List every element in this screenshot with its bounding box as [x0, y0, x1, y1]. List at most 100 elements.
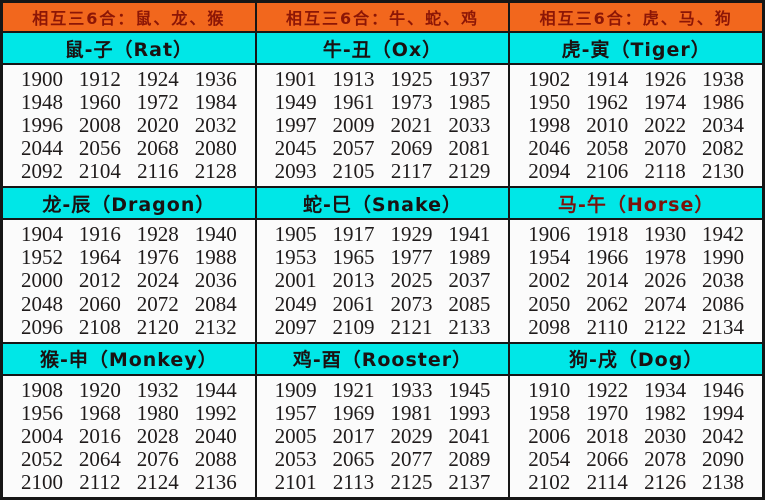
- year-value: 2013: [332, 268, 375, 293]
- combo-header-tiger-horse-dog: 相互三6合：虎、马、狗: [510, 3, 763, 31]
- zodiac-title-dog: 狗-戌（Dog）: [569, 349, 704, 372]
- year-value: 2080: [194, 136, 237, 161]
- year-value: 1910: [528, 377, 571, 402]
- year-value: 1908: [20, 377, 63, 402]
- year-value: 1918: [586, 222, 629, 247]
- year-value: 1913: [332, 67, 375, 92]
- year-grid-snake: 1905 1917 1929 1941 1953 1965 1977 1989 2001 2013…: [256, 220, 511, 342]
- year-value: 2117: [390, 159, 433, 184]
- year-value: 1957: [274, 400, 317, 425]
- year-value: 2136: [194, 469, 237, 494]
- year-value: 2130: [702, 159, 745, 184]
- year-value: 2052: [20, 446, 63, 471]
- year-value: 1920: [78, 377, 121, 402]
- zodiac-header-row-3: 猴-申（Monkey） 鸡-酉（Rooster） 狗-戌（Dog）: [3, 343, 763, 376]
- year-value: 1966: [586, 245, 629, 270]
- year-value: 2125: [390, 469, 433, 494]
- year-value: 2076: [136, 446, 179, 471]
- year-value: 2072: [136, 291, 179, 316]
- years-row-1: 1900 1912 1924 1936 1948 1960 1972 1984 1996 2008…: [3, 65, 763, 189]
- year-value: 1944: [194, 377, 237, 402]
- year-value: 2010: [586, 113, 629, 138]
- year-value: 2060: [78, 291, 121, 316]
- year-value: 1929: [390, 222, 433, 247]
- year-grid-tiger: 1902 1914 1926 1938 1950 1962 1974 1986 1998 2010…: [510, 65, 763, 187]
- year-value: 2098: [528, 314, 571, 339]
- year-grid-dragon: 1904 1916 1928 1940 1952 1964 1976 1988 2000 2012…: [3, 220, 257, 342]
- year-value: 1958: [528, 400, 571, 425]
- year-value: 1902: [528, 67, 571, 92]
- year-value: 1925: [390, 67, 433, 92]
- year-value: 1946: [702, 377, 745, 402]
- year-value: 1916: [78, 222, 121, 247]
- year-value: 1914: [586, 67, 629, 92]
- year-value: 2114: [586, 469, 628, 494]
- year-value: 2064: [78, 446, 121, 471]
- zodiac-title-dragon: 龙-辰（Dragon）: [42, 193, 216, 216]
- year-value: 2058: [586, 136, 629, 161]
- year-value: 2042: [702, 423, 745, 448]
- year-value: 2005: [274, 423, 317, 448]
- year-grid-rat: 1900 1912 1924 1936 1948 1960 1972 1984 1996 2008…: [3, 65, 257, 187]
- year-value: 2073: [390, 291, 433, 316]
- year-value: 1954: [528, 245, 571, 270]
- year-value: 2122: [644, 314, 687, 339]
- year-value: 1968: [78, 400, 121, 425]
- year-value: 2020: [136, 113, 179, 138]
- year-value: 2094: [528, 159, 571, 184]
- year-value: 2065: [332, 446, 375, 471]
- year-value: 2120: [136, 314, 179, 339]
- year-value: 2049: [274, 291, 317, 316]
- year-value: 2078: [644, 446, 687, 471]
- combo-header-label: 相互三6合：虎、马、狗: [539, 9, 733, 28]
- year-value: 1933: [390, 377, 433, 402]
- year-value: 2016: [78, 423, 121, 448]
- year-value: 2054: [528, 446, 571, 471]
- year-value: 2124: [136, 469, 179, 494]
- year-value: 2034: [702, 113, 745, 138]
- year-value: 2128: [194, 159, 237, 184]
- year-value: 1984: [194, 90, 237, 115]
- year-value: 2001: [274, 268, 317, 293]
- year-value: 2138: [702, 469, 745, 494]
- year-value: 2014: [586, 268, 629, 293]
- year-grid-ox: 1901 1913 1925 1937 1949 1961 1973 1985 1997 2009…: [256, 65, 511, 187]
- year-value: 2129: [448, 159, 491, 184]
- year-value: 1990: [702, 245, 745, 270]
- year-value: 1981: [390, 400, 433, 425]
- year-value: 2062: [586, 291, 629, 316]
- year-value: 1985: [448, 90, 491, 115]
- year-value: 1969: [332, 400, 375, 425]
- year-value: 1972: [136, 90, 179, 115]
- year-value: 2118: [644, 159, 686, 184]
- year-value: 2074: [644, 291, 687, 316]
- year-value: 2008: [78, 113, 121, 138]
- year-value: 2056: [78, 136, 121, 161]
- year-value: 1936: [194, 67, 237, 92]
- year-value: 2018: [586, 423, 629, 448]
- year-value: 1997: [274, 113, 317, 138]
- year-value: 1930: [644, 222, 687, 247]
- year-value: 2029: [390, 423, 433, 448]
- year-value: 2048: [20, 291, 63, 316]
- year-value: 1932: [136, 377, 179, 402]
- year-value: 1904: [20, 222, 63, 247]
- year-value: 1901: [274, 67, 317, 92]
- year-value: 1909: [274, 377, 317, 402]
- year-value: 1953: [274, 245, 317, 270]
- year-value: 1993: [448, 400, 491, 425]
- year-value: 2133: [448, 314, 491, 339]
- year-value: 2137: [448, 469, 491, 494]
- year-value: 2121: [390, 314, 433, 339]
- year-value: 2109: [332, 314, 375, 339]
- year-value: 1961: [332, 90, 375, 115]
- year-value: 2053: [274, 446, 317, 471]
- year-value: 1962: [586, 90, 629, 115]
- year-value: 1992: [194, 400, 237, 425]
- years-row-3: 1908 1920 1932 1944 1956 1968 1980 1992 2004 2016…: [3, 375, 763, 497]
- year-value: 1950: [528, 90, 571, 115]
- year-value: 2093: [274, 159, 317, 184]
- year-value: 1960: [78, 90, 121, 115]
- year-value: 2045: [274, 136, 317, 161]
